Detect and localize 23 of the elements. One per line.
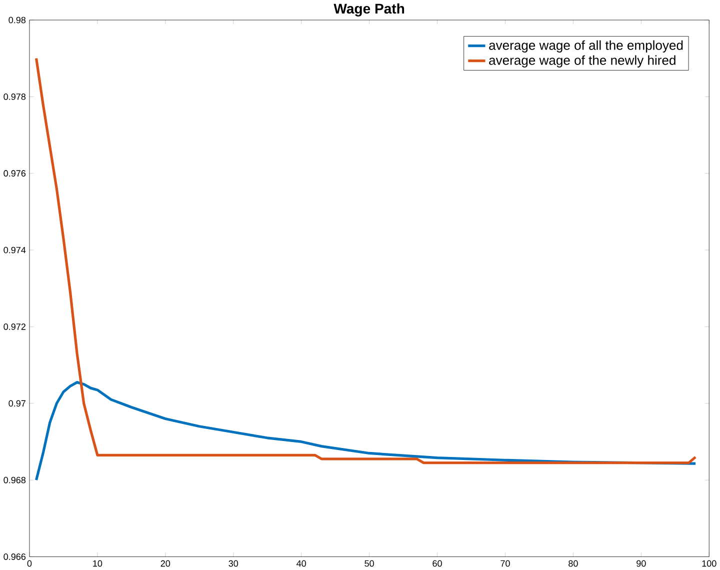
x-tick-label: 60	[432, 560, 442, 567]
y-tick-label: 0.966	[4, 554, 26, 560]
x-tick-label: 0	[27, 560, 32, 567]
x-tick-label: 10	[93, 560, 102, 567]
x-tick-label: 30	[228, 560, 238, 567]
x-tick-label: 40	[296, 560, 306, 567]
x-tick-label: 80	[568, 560, 578, 567]
y-tick-label: 0.976	[4, 170, 26, 177]
x-tick-label: 70	[500, 560, 510, 567]
y-tick-label: 0.972	[4, 324, 26, 330]
legend-label: average wage of the newly hired	[489, 55, 676, 68]
x-tick-label: 20	[160, 560, 170, 567]
chart-title: Wage Path	[334, 3, 404, 16]
y-tick-label: 0.968	[4, 476, 26, 484]
line-series	[34, 57, 697, 464]
y-tick-label: 0.98	[8, 16, 26, 24]
x-tick-label: 90	[636, 560, 646, 567]
y-tick-label: 0.974	[4, 246, 26, 254]
x-tick-label: 50	[364, 560, 374, 567]
x-tick-label: 100	[702, 560, 716, 567]
y-tick-label: 0.97	[8, 400, 26, 407]
y-tick-label: 0.978	[4, 94, 26, 100]
legend-label: average wage of all the employed	[489, 40, 683, 52]
